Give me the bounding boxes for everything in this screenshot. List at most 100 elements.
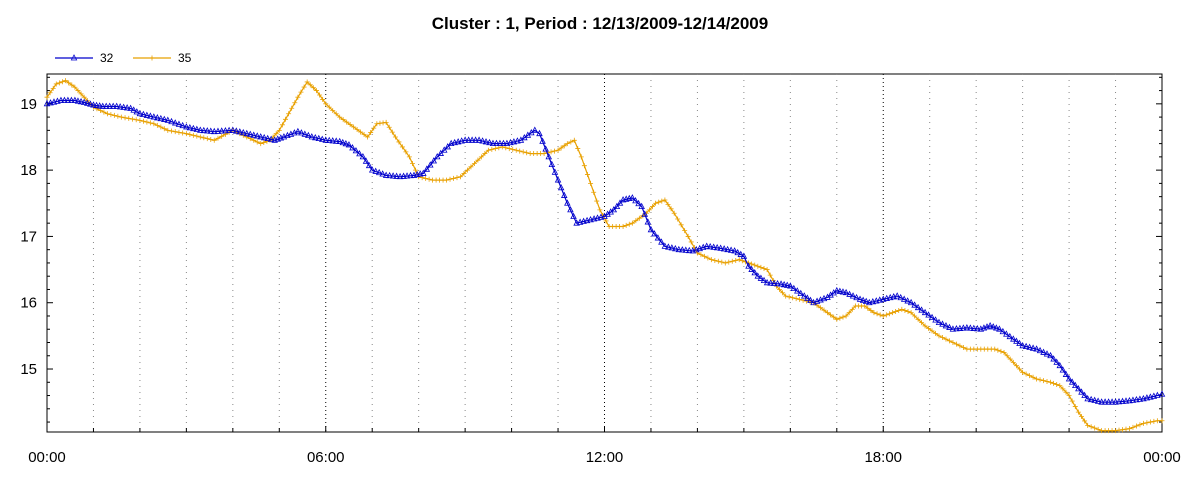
data-point [72,84,78,90]
data-point [554,176,562,183]
data-point [47,99,54,106]
data-point [313,88,319,94]
data-point [310,85,316,91]
data-point [437,149,444,156]
data-point [587,215,594,223]
data-point [943,336,949,342]
data-point [524,150,530,156]
data-point [995,347,1001,353]
data-point [1108,398,1116,405]
data-point [986,322,994,329]
data-point [560,191,568,198]
data-point [123,104,131,111]
data-point [468,164,474,170]
data-point [682,246,690,253]
data-point [406,154,412,160]
data-point [225,126,233,134]
data-point [1007,356,1013,362]
data-point [240,128,247,136]
data-point [780,280,788,288]
data-point [1122,397,1130,404]
data-point [222,127,229,134]
data-point [818,305,824,311]
data-point [1095,426,1101,432]
data-point [833,286,841,294]
data-point [708,257,714,263]
data-point [610,206,618,213]
data-point [1013,337,1020,344]
data-point [678,222,684,228]
data-point [120,103,127,110]
data-point [783,293,789,299]
x-tick-label: 18:00 [864,449,902,466]
data-point [75,88,81,94]
data-point [1137,422,1143,428]
data-point [886,311,892,317]
data-point [740,252,748,259]
data-point [451,138,458,146]
data-point [1075,409,1081,415]
data-point [1123,426,1129,432]
data-point [685,233,691,239]
data-point [458,137,465,144]
data-point [161,115,168,122]
data-point [727,246,735,253]
data-point [737,250,745,257]
data-point [632,196,639,204]
data-point [929,328,935,334]
data-point [319,135,326,142]
y-tick-label: 17 [20,228,37,245]
data-point [147,112,154,119]
data-point [578,154,584,160]
data-point [307,82,313,88]
data-point [659,198,665,204]
data-point [859,296,867,303]
data-point [992,346,998,352]
data-point [1140,420,1146,426]
data-point [922,323,928,329]
data-point [251,137,257,143]
data-point [137,117,143,123]
data-point [168,117,175,125]
chart-legend: 32 35 [55,51,192,65]
data-point [842,288,850,296]
data-point [790,284,798,292]
data-point [897,293,904,301]
data-point [486,138,493,146]
data-point [354,127,360,133]
data-point [102,102,110,109]
data-point [879,295,887,302]
data-point [403,172,411,179]
legend-item-35: 35 [133,51,192,65]
data-point [849,292,857,299]
data-point [84,99,91,106]
data-point [1078,414,1084,420]
data-point [736,257,742,263]
data-point [183,123,190,130]
data-point [1154,391,1161,398]
data-point [1047,351,1054,359]
data-point [127,104,134,111]
data-point [837,315,843,321]
data-point [260,133,268,141]
data-point [668,206,674,212]
data-point [143,111,151,118]
data-point [400,172,407,179]
data-point [886,293,894,301]
data-point [1120,427,1126,433]
data-point [580,217,587,224]
data-point [1020,369,1026,375]
data-point [932,316,939,323]
data-point [616,199,624,206]
data-point [233,127,240,134]
data-point [1016,339,1023,347]
data-point [154,114,161,121]
data-point [161,126,167,132]
data-point [698,252,704,258]
data-point [257,133,264,140]
data-point [641,210,649,217]
data-point [106,102,113,109]
data-point [365,161,373,169]
data-point [210,127,218,135]
